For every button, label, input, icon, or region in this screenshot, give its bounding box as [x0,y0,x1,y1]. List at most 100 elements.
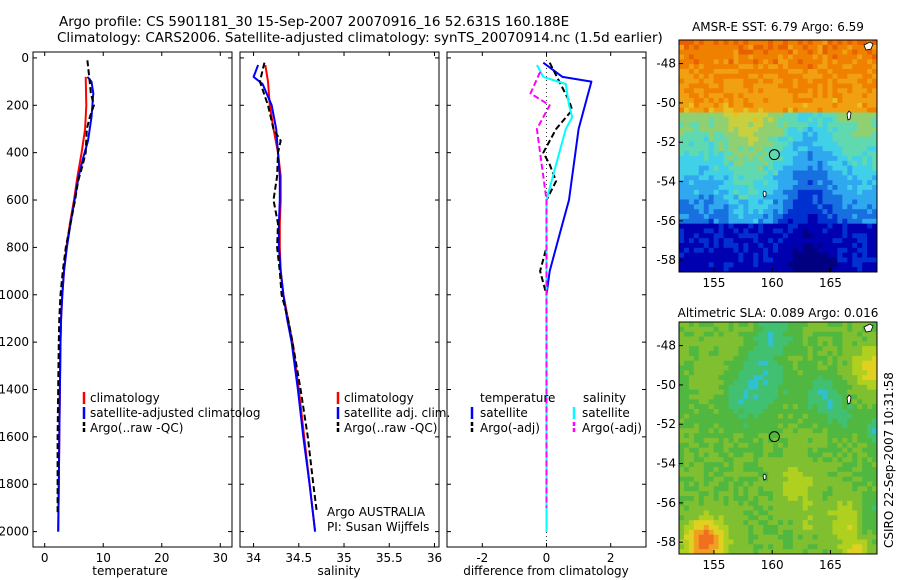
heatmap-cell [857,389,863,395]
heatmap-cell [792,117,799,123]
heatmap-cell [787,160,794,167]
heatmap-cell [753,418,759,424]
heatmap-cell [763,500,769,507]
heatmap-cell [713,59,719,65]
heatmap-cell [763,238,769,244]
heatmap-cell [738,93,744,99]
heatmap-cell [723,510,729,516]
heatmap-cell [787,141,794,147]
heatmap-cell [792,180,799,186]
heatmap-cell [743,141,749,147]
heatmap-cell [782,199,789,205]
heatmap-cell [827,83,833,89]
heatmap-cell [703,209,710,215]
heatmap-cell [812,322,818,328]
heatmap-cell [703,204,710,210]
heatmap-cell [693,98,700,104]
heatmap-cell [847,515,853,521]
heatmap-cell [753,341,759,347]
heatmap-cell [832,481,838,487]
heatmap-cell [782,209,789,215]
heatmap-cell [748,194,754,200]
heatmap-cell [723,151,729,157]
heatmap-cell [728,534,734,540]
heatmap-cell [832,433,838,439]
heatmap-cell [713,428,719,434]
heatmap-cell [768,180,774,186]
heatmap-cell [778,141,784,147]
heatmap-cell [867,141,873,147]
heatmap-cell [832,199,838,205]
y-tick-label: -50 [656,378,676,392]
heatmap-cell [748,326,754,333]
heatmap-cell [847,341,853,347]
heatmap-cell [698,112,705,118]
heatmap-cell [683,549,690,554]
heatmap-cell [773,331,779,337]
heatmap-cell [778,40,784,46]
heatmap-cell [683,189,690,196]
heatmap-cell [698,380,705,386]
heatmap-cell [758,462,764,468]
heatmap-cell [748,141,754,147]
heatmap-cell [743,69,749,75]
heatmap-cell [718,351,724,357]
heatmap-cell [778,360,784,366]
heatmap-cell [817,228,823,234]
heatmap-cell [743,78,749,84]
heatmap-cell [683,44,690,51]
heatmap-cell [802,539,809,545]
heatmap-cell [822,204,828,210]
heatmap-cell [822,467,828,473]
heatmap-cell [792,544,799,550]
heatmap-cell [822,59,828,65]
heatmap-cell [802,243,809,249]
heatmap-cell [698,462,705,468]
heatmap-cell [753,496,759,502]
heatmap-cell [862,510,868,516]
heatmap-cell [738,549,744,554]
heatmap-cell [867,365,873,371]
heatmap-cell [862,505,868,511]
heatmap-cell [787,404,794,410]
heatmap-cell [797,112,804,118]
heatmap-cell [857,88,863,94]
heatmap-cell [812,326,818,333]
heatmap-cell [778,175,784,181]
heatmap-cell [832,471,838,478]
heatmap-cell [807,428,814,434]
heatmap-cell [773,122,779,128]
heatmap-cell [787,102,794,109]
heatmap-cell [758,341,764,347]
heatmap-cell [817,102,823,109]
heatmap-cell [679,409,685,415]
heatmap-cell [812,40,818,46]
heatmap-cell [713,404,719,410]
heatmap-cell [718,326,724,333]
heatmap-cell [802,247,809,254]
heatmap-cell [713,322,719,328]
heatmap-cell [748,467,754,473]
heatmap-cell [723,267,729,272]
heatmap-cell [837,40,843,46]
heatmap-cell [723,525,729,531]
heatmap-cell [683,180,690,186]
heatmap-cell [852,346,858,352]
heatmap-cell [807,384,814,391]
heatmap-cell [693,112,700,118]
heatmap-cell [713,380,719,386]
heatmap-cell [758,355,764,362]
heatmap-cell [679,389,685,395]
heatmap-cell [743,505,749,511]
heatmap-cell [812,505,818,511]
heatmap-cell [822,257,828,263]
heatmap-cell [867,146,873,152]
heatmap-cell [683,486,690,492]
heatmap-cell [827,40,833,46]
heatmap-cell [698,267,705,272]
heatmap-cell [852,267,858,272]
heatmap-cell [748,228,754,234]
heatmap-cell [872,428,877,434]
heatmap-cell [842,496,848,502]
heatmap-cell [867,136,873,142]
